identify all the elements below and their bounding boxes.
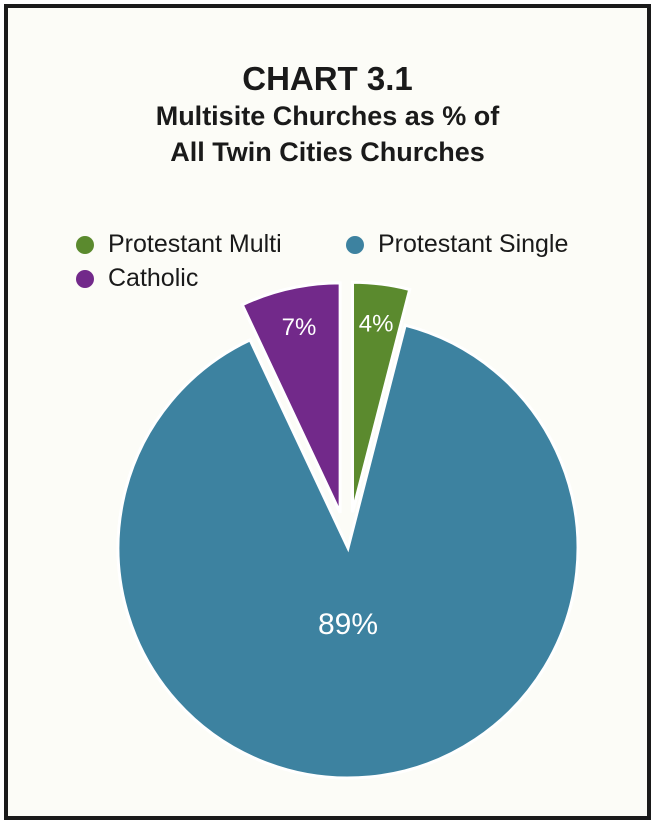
legend-item-catholic: Catholic bbox=[76, 264, 198, 293]
legend-item-protestant-multi: Protestant Multi bbox=[76, 230, 282, 259]
legend-swatch-protestant-single bbox=[346, 235, 364, 254]
chart-frame: CHART 3.1 Multisite Churches as % of All… bbox=[4, 4, 651, 820]
data-label-protestant-multi: 4% bbox=[359, 311, 394, 338]
legend-swatch-catholic bbox=[76, 269, 94, 288]
legend-label-catholic: Catholic bbox=[108, 264, 199, 292]
legend-label-protestant-single: Protestant Single bbox=[378, 230, 569, 258]
chart-title: CHART 3.1 bbox=[242, 60, 413, 97]
pie-slice-protestant-single bbox=[116, 323, 580, 780]
data-label-protestant-single: 89% bbox=[318, 608, 378, 641]
title-block: CHART 3.1 Multisite Churches as % of All… bbox=[8, 60, 647, 170]
pie-slice-catholic bbox=[240, 281, 342, 514]
chart-subtitle-line-2: All Twin Cities Churches bbox=[170, 137, 485, 167]
data-label-catholic: 7% bbox=[282, 314, 317, 341]
chart-subtitle-line-1: Multisite Churches as % of bbox=[155, 101, 500, 131]
legend-item-protestant-single: Protestant Single bbox=[346, 230, 568, 259]
pie-chart: 4% 89% 7% bbox=[116, 280, 580, 780]
legend-label-protestant-multi: Protestant Multi bbox=[108, 230, 282, 258]
legend-swatch-protestant-multi bbox=[76, 235, 94, 254]
pie-slice-protestant-multi bbox=[351, 280, 412, 513]
